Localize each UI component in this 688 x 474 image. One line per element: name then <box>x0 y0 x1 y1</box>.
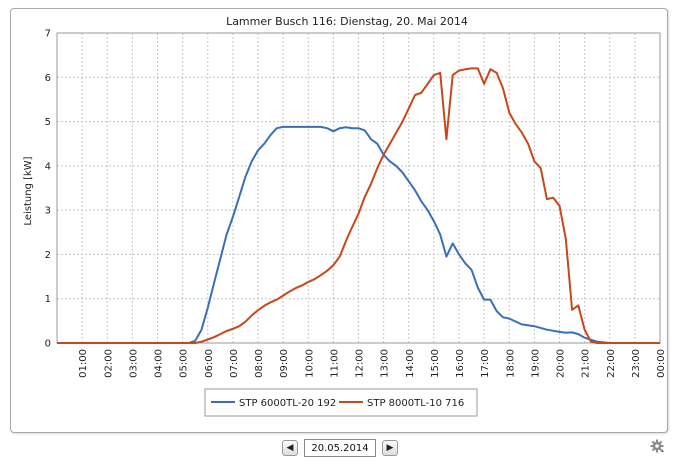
chart-title: Lammer Busch 116: Dienstag, 20. Mai 2014 <box>226 15 468 28</box>
x-tick-label: 01:00 <box>78 349 89 378</box>
x-tick-label: 03:00 <box>128 349 139 378</box>
y-tick-label: 4 <box>45 161 51 172</box>
x-tick-label: 20:00 <box>556 349 567 378</box>
x-tick-label: 19:00 <box>530 349 541 378</box>
y-tick-label: 7 <box>45 29 51 40</box>
x-tick-label: 05:00 <box>179 349 190 378</box>
series-line-1 <box>57 125 660 344</box>
x-tick-label: 09:00 <box>279 349 290 378</box>
legend: STP 6000TL-20 192 STP 8000TL-10 716 <box>204 388 478 417</box>
x-tick-label: 02:00 <box>103 349 114 378</box>
next-day-button[interactable]: ▶ <box>382 440 398 456</box>
plot-frame <box>56 32 661 344</box>
series-line-2 <box>57 67 660 344</box>
x-tick-label: 08:00 <box>254 349 265 378</box>
x-tick-label: 06:00 <box>204 349 215 378</box>
left-triangle-icon: ◀ <box>286 443 294 453</box>
x-tick-label: 15:00 <box>430 349 441 378</box>
chart-svg: Lammer Busch 116: Dienstag, 20. Mai 2014… <box>23 15 667 417</box>
x-tick-label: 10:00 <box>304 349 315 378</box>
x-tick-label: 21:00 <box>581 349 592 378</box>
x-tick-label: 16:00 <box>455 349 466 378</box>
gear-icon[interactable] <box>649 438 665 454</box>
date-navigation: ◀ ▶ <box>282 437 402 459</box>
y-tick-label: 0 <box>45 339 51 350</box>
right-triangle-icon: ▶ <box>386 443 394 453</box>
x-tick-label: 22:00 <box>606 349 617 378</box>
chart-panel: Lammer Busch 116: Dienstag, 20. Mai 2014… <box>10 8 668 433</box>
x-tick-label: 14:00 <box>405 349 416 378</box>
x-tick-label: 23:00 <box>631 349 642 378</box>
x-tick-labels: 01:00 02:00 03:00 04:00 05:00 06:00 07:00 08:00… <box>78 349 667 378</box>
y-axis-label: Leistung [kW] <box>23 156 34 225</box>
legend-label-2: STP 8000TL-10 716 <box>367 398 464 409</box>
x-tick-label: 11:00 <box>329 349 340 378</box>
y-tick-label: 5 <box>45 117 51 128</box>
x-tick-label: 00:00 <box>656 349 667 378</box>
y-tick-label: 2 <box>45 250 51 261</box>
series-layer <box>57 67 660 344</box>
x-tick-label: 12:00 <box>355 349 366 378</box>
x-tick-label: 07:00 <box>229 349 240 378</box>
x-tick-label: 18:00 <box>505 349 516 378</box>
x-tick-label: 04:00 <box>154 349 165 378</box>
x-tick-label: 17:00 <box>480 349 491 378</box>
y-tick-label: 3 <box>45 206 51 217</box>
previous-day-button[interactable]: ◀ <box>282 440 298 456</box>
legend-label-1: STP 6000TL-20 192 <box>239 398 336 409</box>
y-tick-label: 6 <box>45 73 51 84</box>
date-input[interactable] <box>304 439 376 457</box>
x-tick-label: 13:00 <box>380 349 391 378</box>
y-tick-label: 1 <box>45 294 51 305</box>
y-tick-labels: 0 1 2 3 4 5 6 7 <box>45 29 51 350</box>
grid-lines <box>57 32 661 344</box>
